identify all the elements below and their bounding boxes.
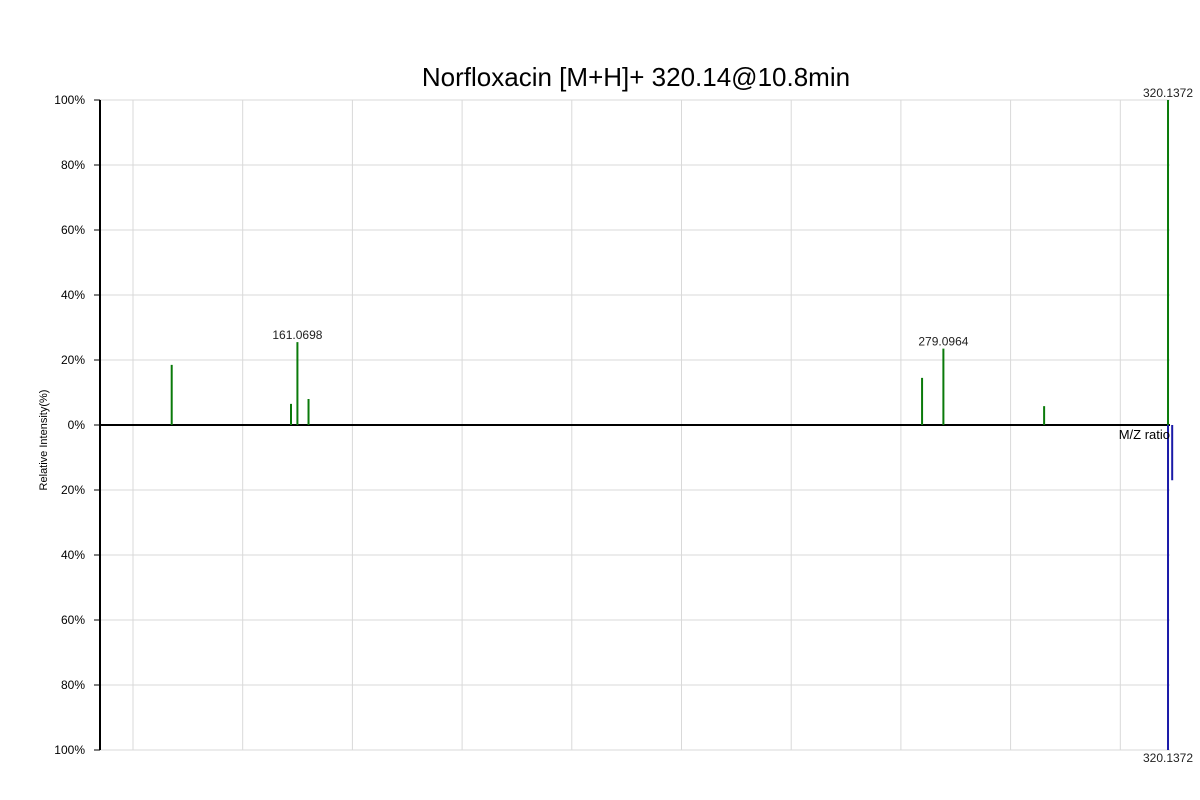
y-tick-label: 20% [61,353,85,367]
axes [99,100,1170,750]
y-axis-label: Relative Intensity(%) [38,390,50,491]
y-tick-label: 40% [61,288,85,302]
y-tick-label: 40% [61,548,85,562]
y-ticks: 100% 80% 60% 40% 20% 0% 20% 40% 60% 80% 100% [54,93,100,757]
experimental-peak-label: 320.1372 [1143,86,1193,100]
y-tick-label: 100% [54,743,85,757]
experimental-peak-label: 161.0698 [272,328,322,342]
y-tick-label: 20% [61,483,85,497]
y-tick-label: 0% [68,418,86,432]
reference-peak-label: 320.1372 [1143,751,1193,765]
y-tick-label: 60% [61,223,85,237]
y-tick-label: 80% [61,158,85,172]
experimental-peak-label: 279.0964 [918,335,968,349]
peaks [170,100,1174,750]
chart-title: Norfloxacin [M+H]+ 320.14@10.8min [422,62,850,92]
peak-labels: 161.0698 279.0964 320.1372 320.1372 [272,86,1193,765]
y-tick-label: 100% [54,93,85,107]
x-axis-label: M/Z ratio [1119,427,1170,442]
y-tick-label: 60% [61,613,85,627]
y-tick-label: 80% [61,678,85,692]
